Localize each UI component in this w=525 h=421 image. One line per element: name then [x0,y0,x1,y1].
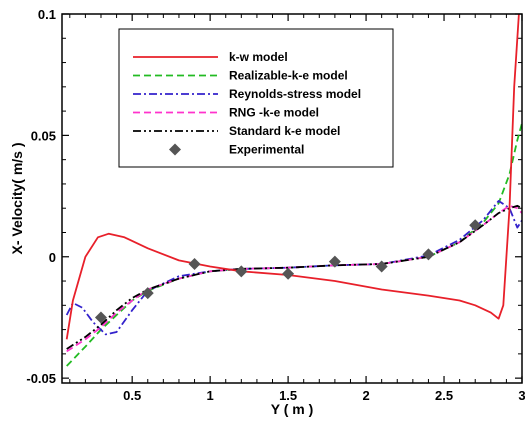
y-axis-title: X- Velocity( m/s ) [9,142,25,254]
series-line-standard-k-e-model [66,204,522,350]
experimental-point [469,219,482,232]
x-tick-label: 0.5 [123,388,141,403]
x-tick-label: 2 [362,388,369,403]
legend-label-realizable-k-e-model: Realizable-k-e model [229,69,348,83]
legend-swatch-experimental [169,143,181,156]
y-tick-label: 0 [49,250,56,265]
y-tick-label: -0.05 [26,371,56,386]
legend: k-w model Realizable-k-e model Reynolds-st… [118,28,394,168]
x-tick-label: 1.5 [279,388,297,403]
experimental-point [282,267,295,280]
legend-label-k-w-model: k-w model [229,50,288,64]
experimental-point [375,260,388,273]
x-tick-label: 2.5 [435,388,453,403]
experimental-point [422,248,435,261]
series-line-rng-k-e-model [66,204,522,353]
series-line-reynolds-stress-model [65,199,522,336]
x-axis-title: Y ( m ) [271,401,314,417]
x-tick-label: 3 [518,388,525,403]
experimental-point [235,265,248,278]
legend-box [118,28,394,168]
experimental-point [328,255,341,268]
legend-label-rng-k-e-model: RNG -k-e model [229,106,319,120]
legend-label-standard-k-e-model: Standard k-e model [229,124,340,138]
experimental-point [141,287,154,300]
y-tick-label: 0.1 [38,7,56,22]
plot-frame [61,13,523,384]
marker-layer [94,219,482,324]
y-tick-label: 0.05 [31,128,56,143]
series-line-k-w-model [65,14,520,340]
x-tick-label: 1 [207,388,214,403]
legend-label-reynolds-stress-model: Reynolds-stress model [229,87,361,101]
experimental-point [188,258,201,271]
legend-label-experimental: Experimental [229,143,304,157]
experimental-point [94,311,107,324]
tick-labels: 0.5 1 1.5 2 2.5 3 -0.05 0 0.05 0.1 [26,7,525,403]
